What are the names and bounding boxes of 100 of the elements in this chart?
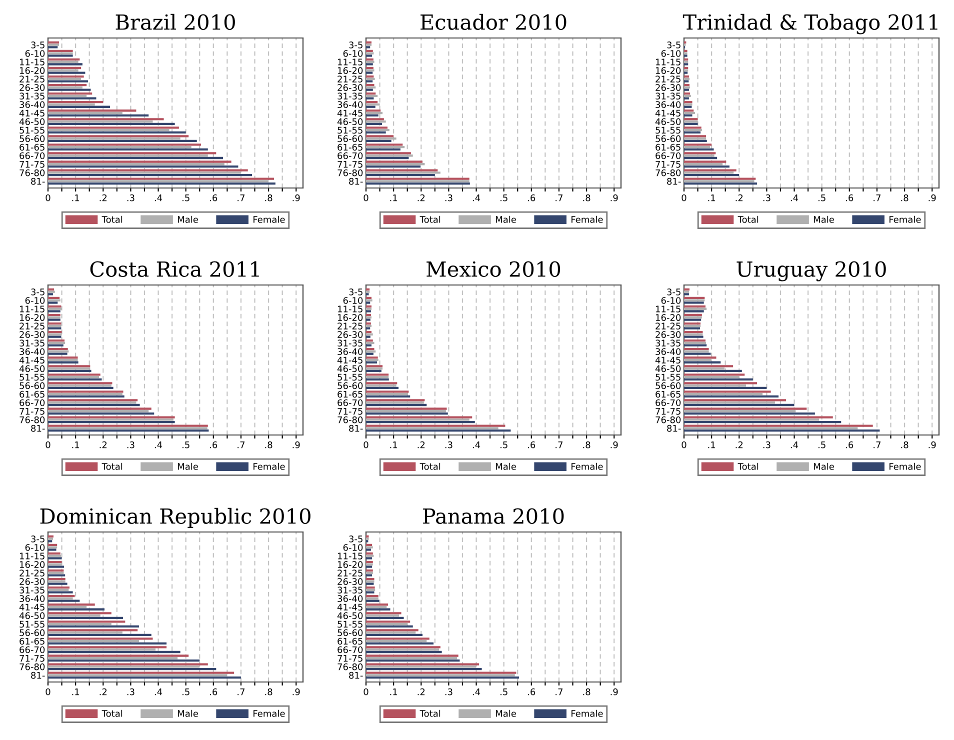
bar (684, 80, 689, 82)
bar (366, 54, 372, 57)
bar (366, 358, 378, 362)
y-tick-label: 16-20 (338, 67, 363, 74)
bar (48, 642, 167, 645)
bar (684, 154, 714, 157)
bar (684, 382, 758, 384)
bar (684, 182, 758, 185)
bar (48, 535, 54, 538)
y-tick-label: 21-25 (20, 570, 44, 576)
bar (48, 144, 201, 146)
bar (684, 144, 712, 146)
bar (366, 288, 370, 291)
bar (366, 676, 519, 679)
bar (48, 69, 78, 72)
x-tick-label: .4 (472, 688, 480, 696)
bar (684, 152, 716, 154)
x-tick-label: .5 (500, 442, 508, 448)
bar (366, 595, 378, 598)
bar (684, 399, 786, 402)
bar (366, 429, 511, 432)
y-tick-label: 46-50 (19, 612, 45, 620)
y-tick-label: 41-45 (19, 356, 44, 364)
bar (684, 126, 702, 129)
bar (48, 582, 68, 585)
y-tick-label: 81- (31, 424, 45, 432)
bar (48, 88, 91, 91)
bar (366, 302, 370, 304)
bar (48, 402, 136, 404)
bar (684, 135, 706, 138)
bar (48, 648, 156, 651)
bar (684, 395, 779, 398)
y-tick-label: 71-75 (338, 160, 362, 168)
bar (366, 548, 371, 551)
legend-label: Male (814, 216, 834, 223)
bar (684, 386, 767, 390)
bar (684, 427, 858, 430)
bar (48, 140, 197, 142)
bar (48, 86, 82, 89)
bar (366, 44, 372, 46)
bar (48, 41, 60, 44)
x-tick-label: .5 (818, 194, 826, 202)
bar (684, 316, 702, 318)
bar (366, 427, 498, 430)
bar (48, 640, 139, 642)
bar (48, 327, 62, 330)
bar (366, 608, 390, 610)
y-tick-label: 11-15 (656, 58, 680, 66)
y-tick-label: 16-20 (20, 67, 45, 74)
y-tick-label: 16-20 (338, 314, 363, 321)
bar (48, 72, 86, 74)
y-tick-label: 31-35 (338, 340, 362, 347)
bar (366, 420, 475, 424)
x-tick-label: .6 (210, 688, 218, 696)
bar (366, 78, 375, 80)
bar (48, 305, 62, 308)
bar (366, 604, 388, 606)
bar (684, 50, 688, 52)
bar (366, 106, 376, 108)
x-tick-label: .1 (72, 688, 80, 696)
y-tick-label: 81- (349, 178, 363, 185)
bar (48, 395, 124, 398)
bar (48, 50, 73, 52)
bar (366, 668, 482, 670)
bar (366, 606, 387, 608)
bar (48, 620, 126, 623)
bar (48, 420, 175, 424)
x-tick-label: .6 (846, 441, 854, 448)
x-tick-label: .5 (182, 442, 190, 448)
bar (48, 384, 112, 387)
chart-title: Uruguay 2010 (736, 261, 886, 282)
bar (684, 86, 690, 89)
bar (684, 52, 688, 54)
bar (48, 410, 149, 412)
bar (48, 416, 175, 418)
bar (366, 118, 384, 120)
bar (366, 154, 413, 157)
bar (366, 612, 402, 614)
bar (366, 310, 371, 312)
y-tick-label: 76-80 (338, 169, 363, 176)
y-tick-label: 36-40 (20, 101, 45, 108)
y-tick-label: 56-60 (20, 382, 45, 390)
x-tick-label: .1 (708, 442, 716, 448)
bar (366, 560, 373, 564)
bar (684, 110, 694, 112)
bar (366, 546, 373, 548)
bar (48, 137, 180, 140)
bar (366, 390, 409, 393)
bar (366, 66, 374, 70)
y-tick-label: 36-40 (656, 101, 681, 108)
y-tick-label: 36-40 (656, 348, 681, 356)
bar (366, 646, 440, 648)
bar (366, 629, 418, 632)
bar (48, 103, 95, 106)
bar (366, 402, 424, 404)
bar (48, 352, 68, 355)
x-tick-label: .6 (846, 194, 854, 202)
legend-label: Male (178, 462, 198, 470)
bar (48, 172, 241, 174)
bar (48, 174, 252, 176)
